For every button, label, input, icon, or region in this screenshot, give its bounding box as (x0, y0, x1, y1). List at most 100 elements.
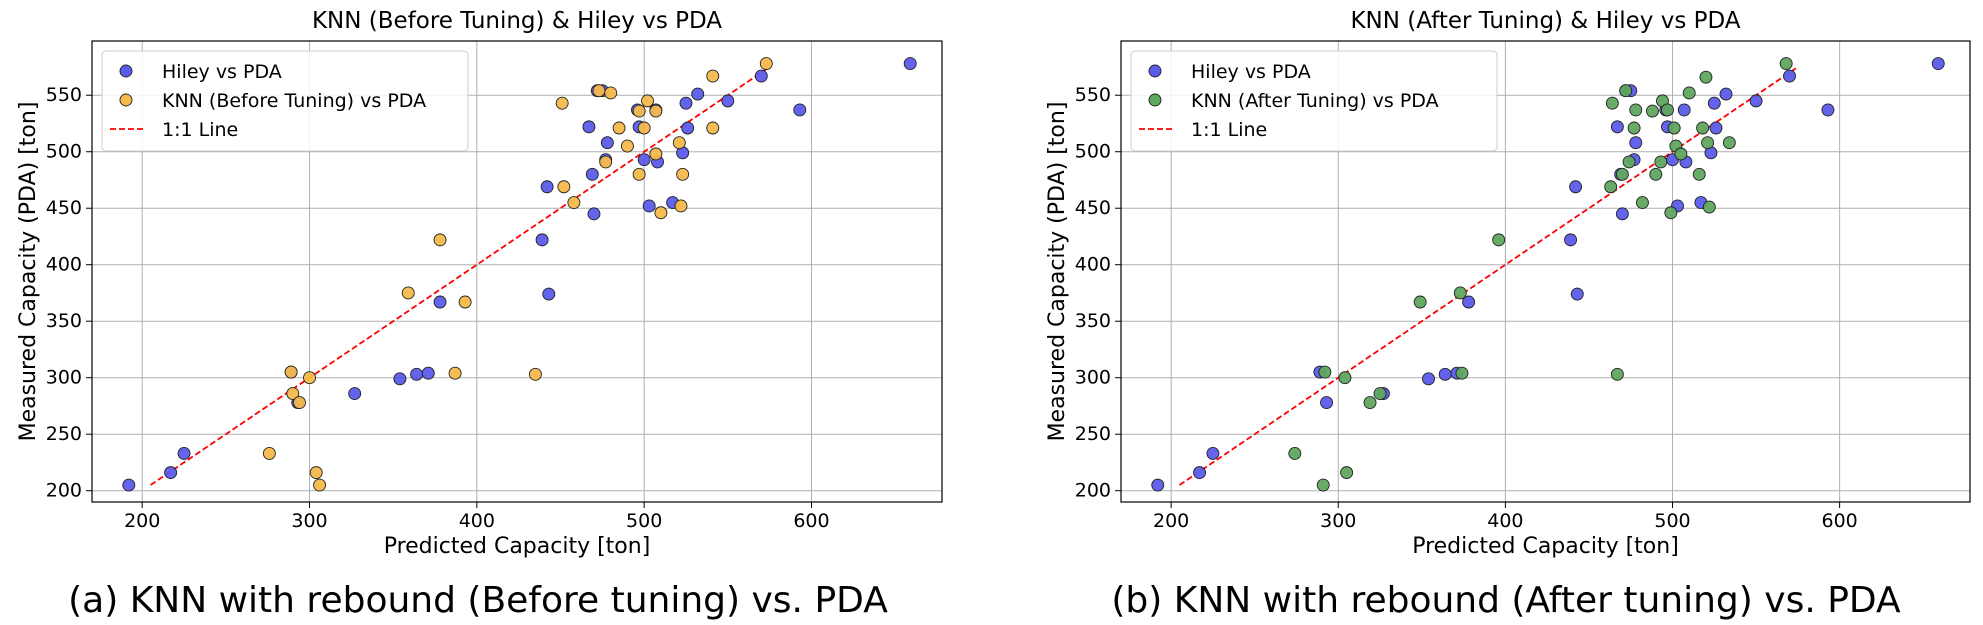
chart-1-series-2-point (674, 199, 688, 213)
chart-2-legend-label-reference: 1:1 Line (1191, 119, 1267, 141)
chart-2-y-tick-label: 550 (1075, 84, 1111, 106)
chart-2-series-1-point (1320, 396, 1334, 410)
chart-2-series-1-point (1564, 233, 1578, 247)
chart-1-series-2-point (759, 57, 773, 71)
chart-2-series-1-point (1719, 87, 1733, 101)
chart-1-legend (101, 50, 469, 152)
chart-1-series-1-point (637, 153, 651, 167)
chart-1-series-1-point (540, 180, 554, 194)
chart-2-series-1-point (1193, 466, 1206, 480)
chart-2-series-2-point (1674, 147, 1688, 161)
chart-1-series-1-point (433, 295, 447, 309)
chart-1-legend-label-reference: 1:1 Line (162, 119, 238, 141)
chart-2-series-2-point (1455, 366, 1469, 380)
chart-2-series-2-point (1288, 446, 1302, 460)
chart-2-series-2-point (1622, 155, 1636, 169)
chart-1-series-2-point (401, 286, 415, 300)
chart-2-series-1-point (1462, 295, 1476, 309)
chart-2-series-2-point (1453, 286, 1467, 300)
chart-2-legend-marker-2 (1148, 93, 1162, 107)
chart-2-x-tick-label: 400 (1487, 510, 1523, 532)
chart-1-x-axis-label: Predicted Capacity [ton] (384, 534, 651, 559)
chart-1-series-2-point (649, 104, 663, 118)
chart-1-series-1-point (600, 136, 614, 150)
chart-2-legend (1130, 50, 1498, 152)
chart-1-series-1-point (535, 233, 549, 247)
chart-1-series-1-point (582, 120, 596, 134)
chart-2-series-2-point (1340, 466, 1354, 480)
chart-1-series-1-point (421, 366, 435, 380)
chart-1-series-2-point (672, 136, 686, 150)
chart-2-series-2-point (1338, 371, 1352, 385)
chart-1-y-tick-label: 450 (46, 197, 82, 219)
chart-1-x-tick-label: 200 (124, 510, 160, 532)
chart-1-series-2-point (632, 167, 646, 181)
chart-1-y-tick-label: 400 (46, 254, 82, 276)
chart-1-series-2-point (654, 206, 668, 220)
chart-1-series-2-point (612, 121, 626, 135)
chart-2-caption: (b) KNN with rebound (After tuning) vs. … (1111, 580, 1901, 621)
chart-2-series-2-point (1649, 167, 1663, 181)
chart-1-y-tick-label: 350 (46, 310, 82, 332)
chart-2-series-2-point (1635, 196, 1649, 210)
chart-2-series-2-point (1492, 233, 1506, 247)
chart-1-y-tick-label: 250 (46, 423, 82, 445)
chart-2-series-1-point (1821, 103, 1835, 117)
chart-2-series-2-point (1701, 136, 1715, 150)
chart-2-legend-label-2: KNN (After Tuning) vs PDA (1191, 90, 1439, 112)
chart-2-x-tick-label: 200 (1153, 510, 1189, 532)
chart-2-x-tick-label: 300 (1320, 510, 1356, 532)
chart-2-series-2-point (1646, 104, 1659, 118)
chart-2-series-2-point (1654, 155, 1668, 169)
chart-1-series-2-point (557, 180, 571, 194)
chart-2-y-tick-label: 300 (1075, 367, 1111, 389)
chart-2-series-2-point (1316, 478, 1330, 492)
chart-2-y-tick-label: 200 (1075, 480, 1111, 502)
chart-1-series-2-point (649, 147, 663, 161)
chart-2-series-1-point (1610, 120, 1624, 134)
chart-2-title: KNN (After Tuning) & Hiley vs PDA (1350, 8, 1740, 34)
chart-2-series-2-point (1627, 121, 1641, 135)
chart-1-series-1-point (542, 287, 556, 301)
chart-2-legend-label-1: Hiley vs PDA (1191, 61, 1311, 83)
chart-2: 200 300 400 500 600 200 250 300 350 400 450 500 550 K… (1045, 8, 1971, 621)
chart-1-series-2-point (309, 466, 323, 480)
chart-1-series-1-point (721, 94, 735, 108)
chart-2-series-1-point (1570, 287, 1584, 301)
chart-1-caption: (a) KNN with rebound (Before tuning) vs.… (68, 580, 888, 621)
chart-1-x-tick-label: 600 (793, 510, 829, 532)
chart-1-series-2-point (676, 167, 690, 181)
chart-2-series-1-point (1615, 207, 1629, 221)
chart-2-x-axis-label: Predicted Capacity [ton] (1412, 534, 1679, 559)
chart-2-plot-frame (1120, 40, 1971, 503)
chart-1-reference-line (150, 66, 771, 486)
chart-2-series-2-point (1692, 167, 1706, 181)
chart-1-series-2-point (632, 104, 646, 118)
chart-1-y-tick-label: 200 (46, 480, 82, 502)
chart-1-series-2-point (528, 367, 542, 381)
chart-1-series-1-point (410, 367, 424, 381)
chart-1-series-1-point (164, 466, 178, 480)
chart-1-y-tick-label: 550 (46, 84, 82, 106)
chart-1-series-2-point (599, 155, 613, 169)
chart-2-series-2-point (1318, 365, 1332, 379)
chart-1-series-1-point (642, 199, 656, 213)
chart-1-series-1-point (348, 387, 362, 400)
chart-1-y-tick-label: 300 (46, 367, 82, 389)
chart-2-y-axis-label: Measured Capacity (PDA) [ton] (1045, 102, 1070, 442)
chart-2-y-tick-label: 350 (1075, 310, 1111, 332)
chart-1-series-2-point (284, 365, 298, 379)
chart-2-series-1-point (1709, 121, 1723, 135)
chart-2-series-2-point (1413, 295, 1427, 309)
chart-2-series-2-point (1363, 396, 1377, 410)
chart-2-series-2-point (1619, 84, 1633, 98)
chart-2-series-2-point (1682, 86, 1696, 100)
chart-1-series-2-point (567, 196, 581, 210)
chart-1-series-1-point (681, 121, 695, 135)
chart-1-series-2-point (303, 371, 316, 385)
chart-2-legend-marker-1 (1148, 64, 1162, 78)
chart-1-series-2-point (604, 86, 618, 100)
chart-2-series-2-point (1373, 387, 1387, 400)
chart-2-series-2-point (1702, 200, 1716, 214)
